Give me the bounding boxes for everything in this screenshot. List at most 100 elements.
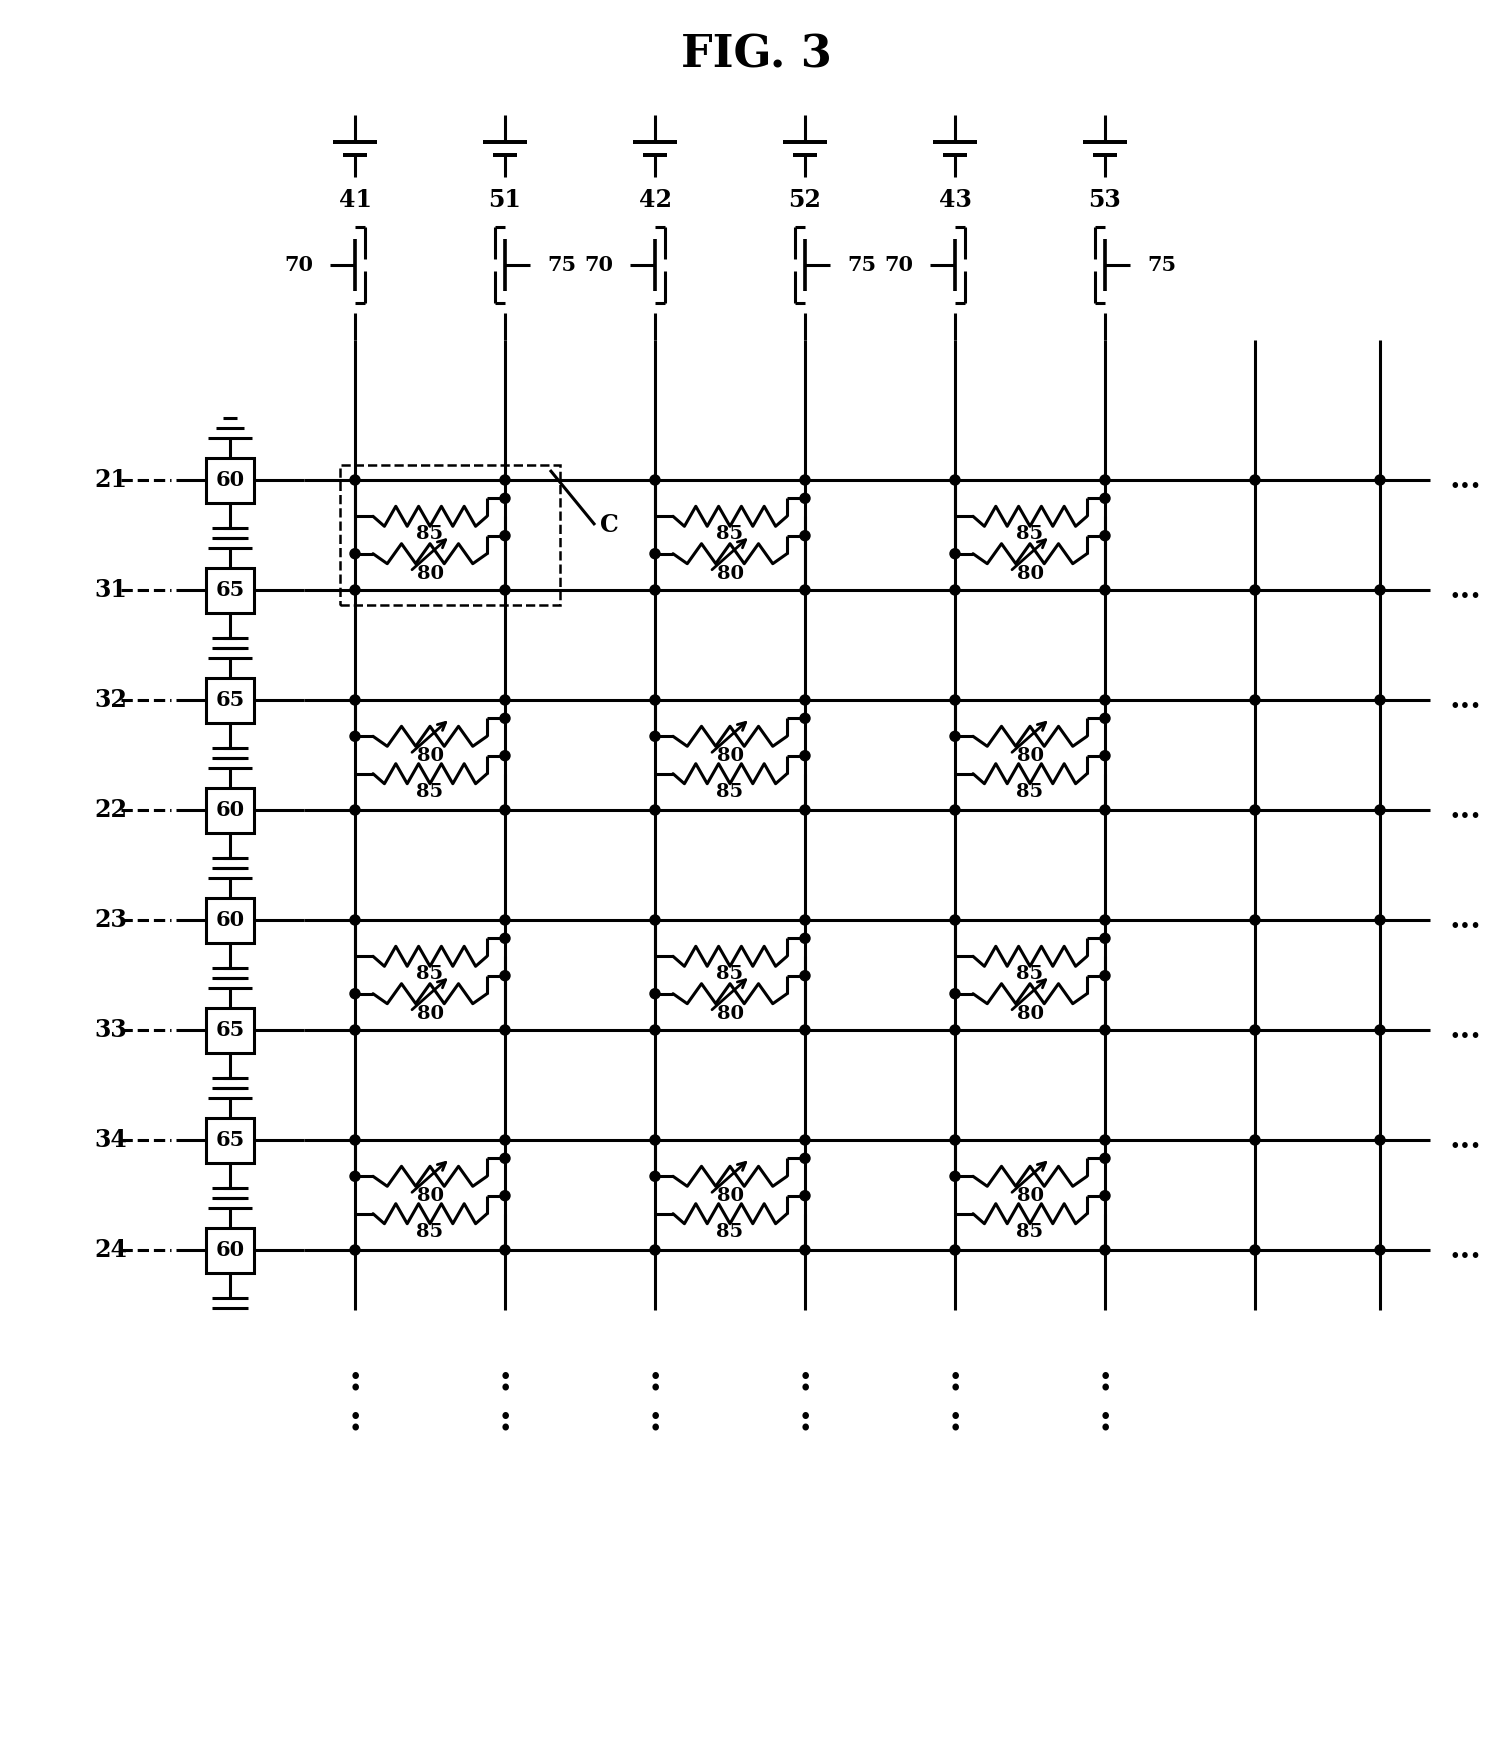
- Text: 21: 21: [94, 468, 127, 492]
- Circle shape: [1101, 915, 1110, 925]
- Circle shape: [800, 714, 810, 723]
- Text: :: :: [499, 1404, 511, 1437]
- Text: :: :: [948, 1404, 962, 1437]
- Circle shape: [950, 695, 960, 705]
- Bar: [206, 897, 254, 943]
- Circle shape: [950, 1135, 960, 1145]
- Text: 22: 22: [94, 798, 127, 822]
- Bar: [206, 1117, 254, 1163]
- Circle shape: [950, 585, 960, 595]
- Circle shape: [650, 805, 661, 815]
- Text: 80: 80: [416, 747, 443, 765]
- Circle shape: [1374, 805, 1385, 815]
- Circle shape: [950, 548, 960, 559]
- Circle shape: [1374, 475, 1385, 485]
- Circle shape: [500, 1135, 510, 1145]
- Text: 80: 80: [717, 564, 744, 583]
- Circle shape: [650, 1245, 661, 1255]
- Text: 85: 85: [416, 782, 443, 801]
- Text: 85: 85: [1016, 966, 1043, 983]
- Circle shape: [650, 915, 661, 925]
- Circle shape: [500, 751, 510, 761]
- Circle shape: [1101, 971, 1110, 981]
- Text: 85: 85: [416, 1222, 443, 1241]
- Circle shape: [800, 1025, 810, 1035]
- Circle shape: [500, 805, 510, 815]
- Text: :: :: [798, 1404, 812, 1437]
- Circle shape: [1250, 805, 1259, 815]
- Circle shape: [800, 1135, 810, 1145]
- Text: ...: ...: [1448, 684, 1480, 716]
- Circle shape: [950, 1172, 960, 1182]
- Bar: [206, 677, 254, 723]
- Circle shape: [500, 934, 510, 943]
- Circle shape: [800, 531, 810, 541]
- Circle shape: [650, 475, 661, 485]
- Circle shape: [800, 1191, 810, 1201]
- Circle shape: [349, 1025, 360, 1035]
- Text: :: :: [798, 1364, 812, 1397]
- Circle shape: [1250, 585, 1259, 595]
- Circle shape: [500, 1245, 510, 1255]
- Text: 80: 80: [1016, 1187, 1043, 1205]
- Circle shape: [349, 805, 360, 815]
- Text: :: :: [649, 1364, 662, 1397]
- Text: :: :: [499, 1364, 511, 1397]
- Circle shape: [1101, 1245, 1110, 1255]
- Text: 80: 80: [1016, 1004, 1043, 1023]
- Text: 85: 85: [717, 1222, 744, 1241]
- Circle shape: [800, 751, 810, 761]
- Circle shape: [1250, 1025, 1259, 1035]
- Circle shape: [349, 475, 360, 485]
- Circle shape: [800, 494, 810, 503]
- Text: :: :: [348, 1364, 361, 1397]
- Bar: [206, 567, 254, 613]
- Circle shape: [500, 1191, 510, 1201]
- Circle shape: [500, 585, 510, 595]
- Circle shape: [1101, 1154, 1110, 1163]
- Circle shape: [1374, 585, 1385, 595]
- Text: 80: 80: [717, 1187, 744, 1205]
- Text: 65: 65: [215, 1020, 245, 1041]
- Circle shape: [800, 585, 810, 595]
- Text: 75: 75: [547, 255, 576, 276]
- Circle shape: [650, 1025, 661, 1035]
- Bar: [206, 1007, 254, 1053]
- Text: 75: 75: [1148, 255, 1176, 276]
- Text: 80: 80: [416, 1004, 443, 1023]
- Circle shape: [1101, 714, 1110, 723]
- Circle shape: [1374, 695, 1385, 705]
- Text: 42: 42: [638, 189, 671, 211]
- Circle shape: [650, 732, 661, 742]
- Circle shape: [650, 1135, 661, 1145]
- Text: 65: 65: [215, 690, 245, 711]
- Circle shape: [950, 988, 960, 999]
- Circle shape: [500, 475, 510, 485]
- Circle shape: [950, 805, 960, 815]
- Text: 60: 60: [215, 910, 245, 931]
- Circle shape: [800, 1154, 810, 1163]
- Circle shape: [800, 971, 810, 981]
- Circle shape: [1374, 1025, 1385, 1035]
- Text: FIG. 3: FIG. 3: [680, 33, 832, 77]
- Text: 85: 85: [1016, 1222, 1043, 1241]
- Circle shape: [1101, 475, 1110, 485]
- Text: ...: ...: [1448, 1014, 1480, 1046]
- Circle shape: [800, 695, 810, 705]
- Circle shape: [1101, 751, 1110, 761]
- Text: 32: 32: [95, 688, 127, 712]
- Text: 80: 80: [1016, 564, 1043, 583]
- Circle shape: [1250, 915, 1259, 925]
- Text: 43: 43: [939, 189, 971, 211]
- Text: 85: 85: [1016, 526, 1043, 543]
- Text: 33: 33: [95, 1018, 127, 1042]
- Circle shape: [1374, 1245, 1385, 1255]
- Text: 24: 24: [94, 1238, 127, 1262]
- Bar: [206, 1227, 254, 1273]
- Text: 41: 41: [339, 189, 372, 211]
- Bar: [206, 457, 254, 503]
- Text: :: :: [348, 1404, 361, 1437]
- Circle shape: [1101, 934, 1110, 943]
- Text: ...: ...: [1448, 904, 1480, 936]
- Circle shape: [950, 475, 960, 485]
